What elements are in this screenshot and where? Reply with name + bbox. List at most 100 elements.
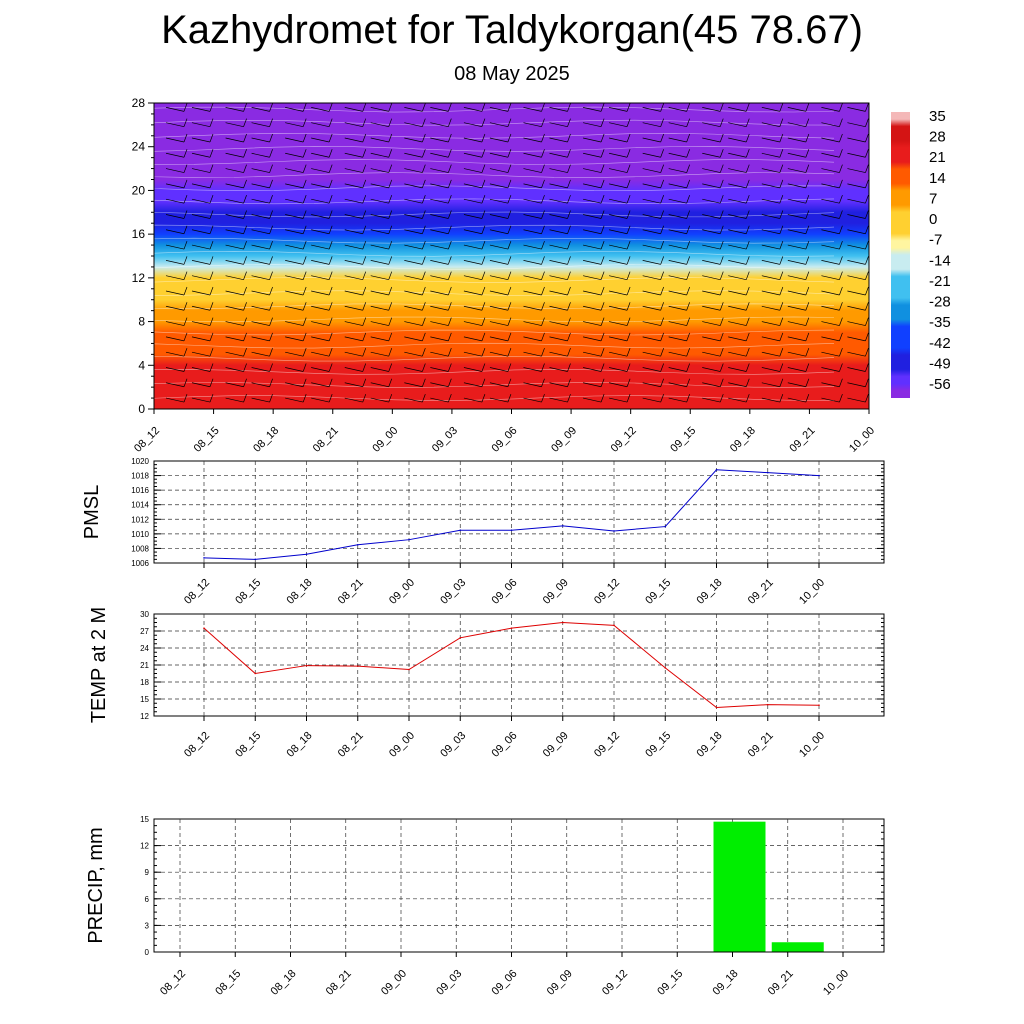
wind-barb-flag — [600, 363, 605, 372]
y-tick-label: 30 — [140, 610, 149, 619]
wind-barb — [821, 382, 840, 388]
wind-barb-flag — [660, 348, 664, 357]
wind-barb — [583, 244, 602, 250]
wind-barb — [642, 244, 661, 250]
wind-barb-flag — [567, 195, 571, 204]
wind-barb-flag — [243, 225, 247, 234]
wind-barb — [344, 183, 363, 189]
wind-barb-flag — [448, 225, 452, 234]
wind-barb — [583, 336, 602, 342]
wind-barb — [191, 214, 211, 219]
wind-barb-flag — [626, 393, 631, 403]
wind-barb-flag — [805, 378, 810, 387]
wind-barb-flag — [209, 164, 214, 173]
y-tick-label: 20 — [132, 183, 146, 197]
cross-section-field — [154, 103, 869, 409]
colorbar-label: -7 — [929, 232, 942, 249]
wind-barb — [165, 168, 185, 173]
wind-barb — [489, 137, 508, 143]
wind-barb — [165, 152, 185, 158]
wind-barb-flag — [448, 256, 452, 265]
wind-barb — [523, 290, 542, 296]
wind-barb-flag — [660, 210, 664, 219]
wind-barb — [668, 336, 687, 342]
wind-barb — [549, 305, 568, 311]
wind-barb — [702, 305, 721, 311]
colorbar-label: 21 — [929, 149, 946, 166]
wind-barb — [702, 290, 721, 296]
wind-barb-flag — [209, 195, 214, 204]
wind-barb-flag — [865, 103, 869, 112]
wind-barb — [668, 321, 687, 326]
wind-barb-flag — [865, 133, 869, 143]
wind-barb — [344, 321, 363, 326]
wind-barb-flag — [541, 363, 545, 372]
wind-barb-flag — [745, 348, 750, 357]
wind-barb — [225, 183, 244, 189]
wind-barb — [668, 382, 687, 388]
temp-point — [254, 672, 257, 675]
wind-barb-flag — [388, 317, 393, 326]
contour-line — [154, 224, 835, 231]
wind-barb-flag — [302, 195, 307, 204]
wind-barb — [523, 336, 542, 342]
wind-barb — [642, 321, 661, 326]
x-tick-label: 09_15 — [668, 425, 698, 455]
wind-barb — [728, 137, 747, 143]
x-tick-label: 09_18 — [695, 730, 725, 760]
wind-barb — [702, 229, 721, 235]
wind-barb-flag — [600, 332, 605, 341]
wind-barb-flag — [779, 240, 784, 250]
wind-barb-flag — [269, 302, 273, 311]
wind-barb — [821, 367, 840, 372]
wind-barb-flag — [183, 195, 188, 204]
temp-point — [203, 627, 205, 629]
wind-barb-flag — [269, 317, 273, 326]
wind-barb-flag — [626, 240, 631, 250]
wind-barb-flag — [805, 393, 810, 403]
wind-barb — [311, 214, 330, 219]
wind-barb — [251, 351, 270, 357]
wind-barb — [191, 260, 211, 265]
wind-barb-flag — [686, 118, 690, 127]
wind-barb-flag — [600, 256, 605, 265]
wind-barb — [642, 275, 661, 281]
wind-barb-flag — [481, 286, 486, 296]
wind-barb-flag — [269, 195, 273, 204]
x-tick-label: 09_09 — [541, 730, 571, 760]
wind-barb — [225, 244, 244, 250]
wind-barb-flag — [626, 256, 631, 265]
y-tick-label: 18 — [140, 678, 149, 687]
wind-barb — [191, 168, 211, 173]
wind-barb — [311, 260, 330, 265]
wind-barb — [728, 152, 747, 158]
x-tick-label: 08_15 — [192, 425, 222, 455]
wind-barb-flag — [600, 210, 605, 219]
wind-barb-flag — [541, 133, 545, 143]
wind-barb — [404, 336, 423, 342]
wind-barb-flag — [541, 378, 545, 387]
wind-barb-flag — [328, 271, 333, 280]
wind-barb — [761, 336, 780, 342]
wind-barb — [821, 107, 840, 112]
wind-barb — [847, 351, 866, 357]
wind-barb-flag — [302, 210, 307, 219]
wind-barb — [583, 137, 602, 143]
wind-barb-flag — [209, 302, 214, 311]
wind-barb — [702, 214, 721, 219]
pmsl-point — [818, 474, 820, 477]
wind-barb-flag — [302, 149, 307, 158]
wind-barb-flag — [269, 103, 273, 112]
wind-barb — [311, 107, 330, 112]
wind-barb-flag — [600, 149, 605, 158]
wind-barb — [549, 183, 568, 189]
wind-barb-flag — [805, 363, 810, 372]
wind-barb-flag — [779, 271, 784, 280]
wind-barb — [787, 382, 806, 388]
wind-barb — [609, 290, 628, 296]
wind-barb-flag — [481, 256, 486, 265]
wind-barb — [165, 336, 185, 342]
wind-barb-flag — [362, 378, 367, 387]
wind-barb-flag — [865, 363, 869, 372]
wind-barb-flag — [567, 149, 571, 158]
